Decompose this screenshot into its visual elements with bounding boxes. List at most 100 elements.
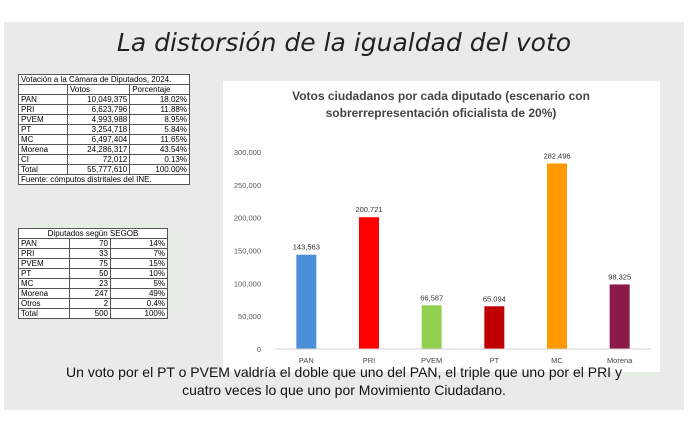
party-cell: Total [18,164,68,175]
y-tick-label: 0 [257,345,261,354]
y-tick-label: 250,000 [234,181,261,190]
seats-percent-cell: 100% [110,308,168,319]
votes-cell: 10,049,375 [66,94,131,105]
bars [296,163,630,349]
party-cell: PVEM [18,258,70,269]
votes-cell: 55,777,610 [66,164,131,175]
votes-cell: 6,497,404 [66,134,131,145]
data-label: 66,587 [420,293,443,302]
table-row: PAN 70 14% [18,238,168,249]
table-row: Morena 24,286,317 43.54% [18,144,190,155]
percent-cell: 0.13% [129,154,190,165]
value-labels: 143,563 200,721 66,587 65,094 282,496 98,325 [293,151,631,303]
y-tick-label: 200,000 [234,214,261,223]
data-label: 143,563 [293,243,320,252]
votes-header-votes: Votos [66,84,131,95]
party-cell: PVEM [18,114,68,125]
bar-pvem [421,305,442,349]
party-cell: PT [18,124,68,135]
seats-table: Diputados según SEGOB PAN 70 14% PRI 33 … [18,228,168,319]
votes-table-header-row: Votos Porcentaje [18,84,190,95]
votes-table-caption-row: Votación a la Cámara de Diputados, 2024. [18,74,190,85]
data-label: 282,496 [543,151,570,160]
footer-line-2: cuatro veces lo que uno por Movimiento C… [182,382,506,398]
party-cell: Morena [18,144,68,155]
votes-table-source: Fuente: cómputos distritales del INE. [18,174,190,185]
party-cell: Otros [18,298,70,309]
percent-cell: 100.00% [129,164,190,175]
data-label: 200,721 [355,205,382,214]
table-row: PT 3,254,718 5.84% [18,124,190,135]
data-label: 65,094 [483,294,506,303]
party-cell: PRI [18,104,68,115]
party-cell: Total [18,308,70,319]
party-cell: PAN [18,238,70,249]
bar-pan [296,254,317,349]
y-axis: 0 50,000 100,000 150,000 200,000 250,000 300,0… [234,148,261,354]
seats-cell: 2 [68,298,112,309]
seats-cell: 70 [68,238,112,249]
seats-percent-cell: 0.4% [110,298,168,309]
table-row: MC 23 5% [18,278,168,289]
percent-cell: 11.88% [129,104,190,115]
table-row: Total 55,777,610 100.00% [18,164,190,175]
seats-cell: 75 [68,258,112,269]
footer-line-1: Un voto por el PT o PVEM valdría el dobl… [66,364,622,380]
table-row: PAN 10,049,375 18.02% [18,94,190,105]
table-row: Morena 247 49% [18,288,168,299]
seats-cell: 33 [68,248,112,259]
seats-cell: 50 [68,268,112,279]
votes-table-caption: Votación a la Cámara de Diputados, 2024. [18,74,190,85]
seats-cell: 500 [68,308,112,319]
votes-cell: 4,993,988 [66,114,131,125]
votes-header-percent: Porcentaje [129,84,190,95]
bar-mc [547,163,567,349]
party-cell: PRI [18,248,70,259]
bar-pri [359,217,379,349]
table-row: PRI 6,623,796 11.88% [18,104,190,115]
party-cell: Morena [18,288,70,299]
party-cell: CI [18,154,68,165]
table-row: Otros 2 0.4% [18,298,168,309]
votes-header-party [18,84,68,95]
party-cell: MC [18,278,70,289]
seats-percent-cell: 5% [110,278,168,289]
seats-percent-cell: 7% [110,248,168,259]
y-tick-label: 300,000 [234,148,261,157]
x-tick-label: PVEM [421,356,442,365]
party-cell: MC [18,134,68,145]
votes-cell: 6,623,796 [66,104,131,115]
votes-cell: 24,286,317 [66,144,131,155]
x-tick-label: Morena [607,356,633,365]
slide: La distorsión de la igualdad del voto Vo… [4,22,684,410]
x-tick-label: PT [490,356,500,365]
y-tick-label: 100,000 [234,279,261,288]
chart-panel: Votos ciudadanos por cada diputado (esce… [223,81,660,372]
slide-title: La distorsión de la igualdad del voto [116,28,572,57]
table-row: PVEM 75 15% [18,258,168,269]
percent-cell: 11.65% [129,134,190,145]
bar-pt [484,306,505,349]
seats-cell: 23 [68,278,112,289]
x-axis: PAN PRI PVEM PT MC Morena [275,348,651,365]
percent-cell: 5.84% [129,124,190,135]
seats-percent-cell: 14% [110,238,168,249]
footer-text: Un voto por el PT o PVEM valdría el dobl… [4,363,684,399]
votes-table-source-row: Fuente: cómputos distritales del INE. [18,174,190,185]
table-row: PVEM 4,993,988 8.95% [18,114,190,125]
percent-cell: 18.02% [129,94,190,105]
table-row: CI 72,012 0.13% [18,154,190,165]
seats-table-caption-row: Diputados según SEGOB [18,228,168,239]
x-tick-label: MC [551,356,563,365]
chart-title-line-1: Votos ciudadanos por cada diputado (esce… [292,89,590,103]
seats-percent-cell: 15% [110,258,168,269]
data-label: 98,325 [608,272,631,281]
y-tick-label: 150,000 [234,247,261,256]
x-tick-label: PAN [299,356,314,365]
percent-cell: 43.54% [129,144,190,155]
seats-table-caption: Diputados según SEGOB [18,228,168,239]
chart-title-line-2: sobrerrepresentación oficialista de 20%) [326,106,557,120]
seats-percent-cell: 10% [110,268,168,279]
percent-cell: 8.95% [129,114,190,125]
seats-percent-cell: 49% [110,288,168,299]
